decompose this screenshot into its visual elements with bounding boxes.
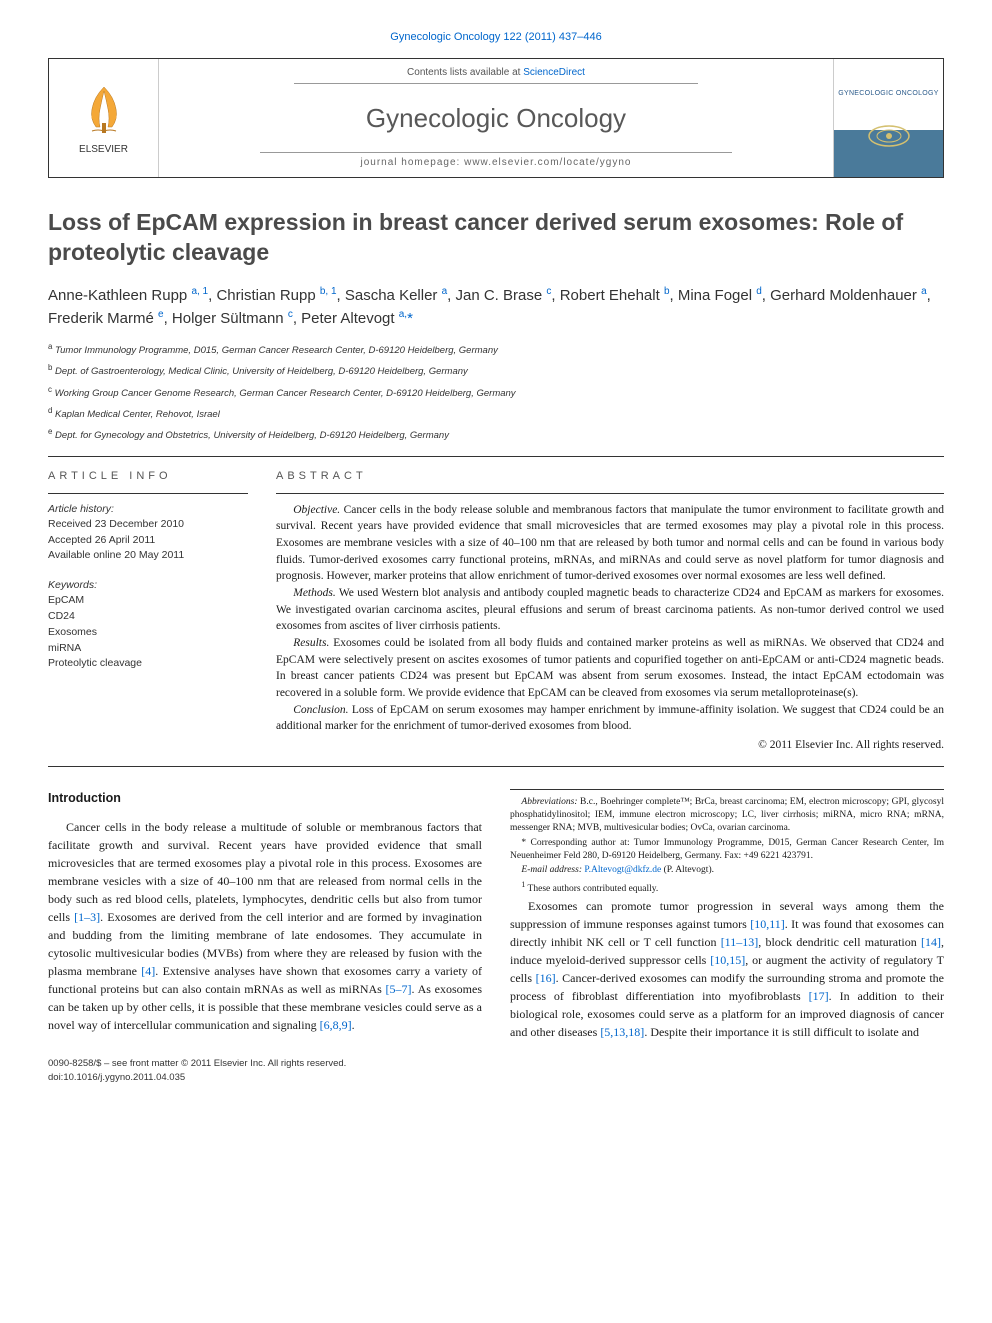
p1e: . <box>352 1018 355 1032</box>
elsevier-tree-icon <box>74 79 134 139</box>
homepage-url: www.elsevier.com/locate/ygyno <box>464 157 631 168</box>
p2c: , block dendritic cell maturation <box>758 935 921 949</box>
masthead-center: Contents lists available at ScienceDirec… <box>159 59 833 177</box>
history-item: Received 23 December 2010 <box>48 517 248 533</box>
footer-line-1: 0090-8258/$ – see front matter © 2011 El… <box>48 1057 944 1071</box>
ref-link[interactable]: [6,8,9] <box>320 1018 352 1032</box>
abstract-objective: Objective. Cancer cells in the body rele… <box>276 502 944 585</box>
p2h: . Despite their importance it is still d… <box>644 1025 919 1039</box>
introduction-heading: Introduction <box>48 789 482 808</box>
journal-homepage-line: journal homepage: www.elsevier.com/locat… <box>260 152 732 171</box>
divider <box>48 766 944 767</box>
keyword-item: Exosomes <box>48 625 248 641</box>
article-title: Loss of EpCAM expression in breast cance… <box>48 208 944 268</box>
ref-link[interactable]: [5–7] <box>386 982 412 996</box>
affiliation-item: a Tumor Immunology Programme, D015, Germ… <box>48 341 944 358</box>
affiliation-item: b Dept. of Gastroenterology, Medical Cli… <box>48 362 944 379</box>
contents-prefix: Contents lists available at <box>407 67 523 78</box>
abstract-conclusion: Conclusion. Loss of EpCAM on serum exoso… <box>276 702 944 735</box>
history-item: Accepted 26 April 2011 <box>48 533 248 549</box>
ref-link[interactable]: [14] <box>921 935 941 949</box>
homepage-prefix: journal homepage: <box>360 157 464 168</box>
ref-link[interactable]: [10,15] <box>710 953 745 967</box>
cover-graphic-icon <box>864 121 914 151</box>
methods-label: Methods. <box>293 587 335 599</box>
p1a: Cancer cells in the body release a multi… <box>48 820 482 924</box>
body-text-columns: Introduction Cancer cells in the body re… <box>48 789 944 1044</box>
keyword-item: EpCAM <box>48 593 248 609</box>
affiliation-item: e Dept. for Gynecology and Obstetrics, U… <box>48 426 944 443</box>
abstract-methods: Methods. We used Western blot analysis a… <box>276 585 944 635</box>
ref-link[interactable]: [11–13] <box>721 935 759 949</box>
conclusion-label: Conclusion. <box>293 704 348 716</box>
email-who: (P. Altevogt). <box>661 865 714 875</box>
abbrev-label: Abbreviations: <box>521 797 577 807</box>
author-list: Anne-Kathleen Rupp a, 1, Christian Rupp … <box>48 284 944 331</box>
publisher-logo-box: ELSEVIER <box>49 59 159 177</box>
objective-text: Cancer cells in the body release soluble… <box>276 504 944 583</box>
ref-link[interactable]: [17] <box>809 989 829 1003</box>
footnotes-box: Abbreviations: B.c., Boehringer complete… <box>510 789 944 896</box>
article-info-box: ARTICLE INFO Article history: Received 2… <box>48 469 248 754</box>
cover-title-text: GYNECOLOGIC ONCOLOGY <box>836 85 941 103</box>
intro-paragraph-2: Exosomes can promote tumor progression i… <box>510 897 944 1041</box>
info-abstract-row: ARTICLE INFO Article history: Received 2… <box>48 469 944 754</box>
results-label: Results. <box>293 637 329 649</box>
results-text: Exosomes could be isolated from all body… <box>276 637 944 699</box>
journal-cover-box: GYNECOLOGIC ONCOLOGY <box>833 59 943 177</box>
keyword-item: CD24 <box>48 609 248 625</box>
history-item: Available online 20 May 2011 <box>48 548 248 564</box>
footer-copyright: 0090-8258/$ – see front matter © 2011 El… <box>48 1057 944 1085</box>
corr-text: Corresponding author at: Tumor Immunolog… <box>510 838 944 861</box>
contents-available-line: Contents lists available at ScienceDirec… <box>294 66 698 85</box>
keyword-item: Proteolytic cleavage <box>48 656 248 672</box>
abstract-results: Results. Exosomes could be isolated from… <box>276 635 944 702</box>
journal-reference: Gynecologic Oncology 122 (2011) 437–446 <box>48 30 944 46</box>
abstract-copyright: © 2011 Elsevier Inc. All rights reserved… <box>276 737 944 754</box>
objective-label: Objective. <box>293 504 340 516</box>
affiliation-list: a Tumor Immunology Programme, D015, Germ… <box>48 341 944 444</box>
email-label: E-mail address: <box>521 865 582 875</box>
methods-text: We used Western blot analysis and antibo… <box>276 587 944 632</box>
publisher-name: ELSEVIER <box>79 143 128 158</box>
footnote-email: E-mail address: P.Altevogt@dkfz.de (P. A… <box>510 864 944 877</box>
affiliation-item: c Working Group Cancer Genome Research, … <box>48 384 944 401</box>
divider <box>48 456 944 457</box>
ref-link[interactable]: [16] <box>536 971 556 985</box>
footnote-equal-contribution: 1 These authors contributed equally. <box>510 879 944 896</box>
email-link[interactable]: P.Altevogt@dkfz.de <box>584 865 661 875</box>
note1-text: These authors contributed equally. <box>525 884 658 894</box>
sciencedirect-link[interactable]: ScienceDirect <box>523 67 585 78</box>
affiliation-item: d Kaplan Medical Center, Rehovot, Israel <box>48 405 944 422</box>
ref-link[interactable]: [4] <box>141 964 155 978</box>
article-info-heading: ARTICLE INFO <box>48 469 248 485</box>
masthead: ELSEVIER Contents lists available at Sci… <box>48 58 944 178</box>
ref-link[interactable]: [5,13,18] <box>600 1025 644 1039</box>
ref-link[interactable]: [1–3] <box>74 910 100 924</box>
conclusion-text: Loss of EpCAM on serum exosomes may hamp… <box>276 704 944 733</box>
abstract-box: ABSTRACT Objective. Cancer cells in the … <box>276 469 944 754</box>
journal-title: Gynecologic Oncology <box>366 100 626 138</box>
ref-link[interactable]: [10,11] <box>750 917 785 931</box>
footnote-abbreviations: Abbreviations: B.c., Boehringer complete… <box>510 796 944 836</box>
intro-paragraph-1: Cancer cells in the body release a multi… <box>48 818 482 1034</box>
keywords-label: Keywords: <box>48 578 248 593</box>
footnote-corresponding: * Corresponding author at: Tumor Immunol… <box>510 837 944 864</box>
footer-line-2: doi:10.1016/j.ygyno.2011.04.035 <box>48 1071 944 1085</box>
abstract-heading: ABSTRACT <box>276 469 944 485</box>
history-label: Article history: <box>48 502 248 517</box>
keyword-item: miRNA <box>48 641 248 657</box>
